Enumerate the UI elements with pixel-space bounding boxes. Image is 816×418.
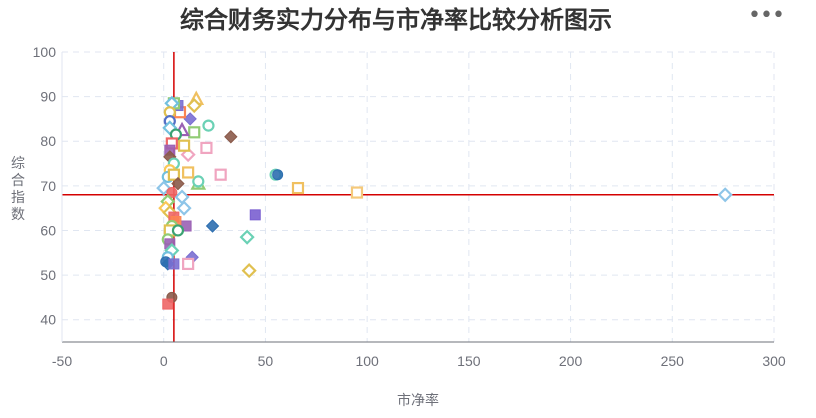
x-tick-label: 0 <box>160 353 168 369</box>
x-tick-label: -50 <box>52 353 72 369</box>
scatter-point <box>174 189 190 205</box>
x-tick-label: 50 <box>258 353 274 369</box>
more-horizontal-icon[interactable]: ••• <box>748 3 785 28</box>
scatter-point <box>171 224 185 237</box>
grid <box>61 51 775 342</box>
scatter-point <box>249 209 261 221</box>
scatter-point <box>168 258 180 270</box>
scatter-point <box>162 120 178 136</box>
scatter-point <box>200 141 213 155</box>
y-tick-label: 40 <box>40 312 56 328</box>
scatter-point <box>272 169 284 181</box>
data-points <box>156 90 733 310</box>
axes: -50 0 50 100 150 200 250 300 40 50 60 70 80 90 100 <box>33 44 786 369</box>
scatter-point <box>188 126 201 139</box>
y-axis-title: 综合指数 <box>11 155 25 222</box>
y-tick-label: 70 <box>40 178 56 194</box>
chart-title: 综合财务实力分布与市净率比较分析图示 <box>180 6 612 34</box>
x-tick-label: 100 <box>355 353 379 369</box>
scatter-point <box>202 119 215 132</box>
y-tick-label: 90 <box>40 89 56 105</box>
scatter-point <box>177 139 191 152</box>
scatter-point <box>182 166 195 179</box>
y-tick-label: 50 <box>40 267 56 283</box>
scatter-point <box>350 186 364 199</box>
scatter-point <box>717 187 733 203</box>
scatter-point <box>214 168 227 181</box>
scatter-point <box>162 298 174 310</box>
scatter-point <box>167 168 180 181</box>
scatter-point <box>291 181 305 195</box>
x-tick-label: 250 <box>661 353 685 369</box>
y-tick-label: 60 <box>40 222 56 238</box>
y-tick-label: 80 <box>40 133 56 149</box>
x-tick-label: 150 <box>457 353 481 369</box>
scatter-point <box>186 97 202 114</box>
scatter-point <box>239 229 255 245</box>
scatter-point <box>192 175 205 188</box>
scatter-point <box>241 263 257 279</box>
scatter-point <box>183 112 197 126</box>
scatter-point <box>224 130 238 144</box>
scatter-point <box>176 200 192 216</box>
scatter-point <box>205 219 220 233</box>
scatter-point <box>166 187 178 199</box>
x-tick-label: 300 <box>762 353 786 369</box>
scatter-point <box>182 257 195 271</box>
x-tick-label: 200 <box>559 353 583 369</box>
x-axis-title: 市净率 <box>397 392 439 408</box>
scatter-point <box>171 176 185 191</box>
y-tick-label: 100 <box>33 44 57 60</box>
